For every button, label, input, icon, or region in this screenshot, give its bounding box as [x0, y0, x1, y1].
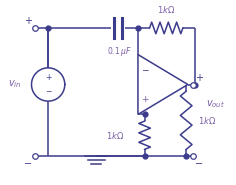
Text: $0.1\,\mu F$: $0.1\,\mu F$: [107, 45, 132, 58]
Text: +: +: [195, 73, 203, 83]
Text: −: −: [45, 88, 51, 97]
Text: −: −: [195, 159, 204, 169]
Text: $1k\Omega$: $1k\Omega$: [157, 4, 175, 15]
Text: $v_{in}$: $v_{in}$: [8, 79, 21, 90]
Text: +: +: [45, 73, 51, 82]
Text: $1k\Omega$: $1k\Omega$: [106, 130, 125, 141]
Text: +: +: [141, 95, 148, 104]
Text: −: −: [141, 65, 148, 74]
Text: −: −: [24, 159, 32, 169]
Text: $v_{out}$: $v_{out}$: [206, 99, 225, 110]
Text: $1k\Omega$: $1k\Omega$: [198, 115, 216, 126]
Text: +: +: [24, 16, 32, 26]
